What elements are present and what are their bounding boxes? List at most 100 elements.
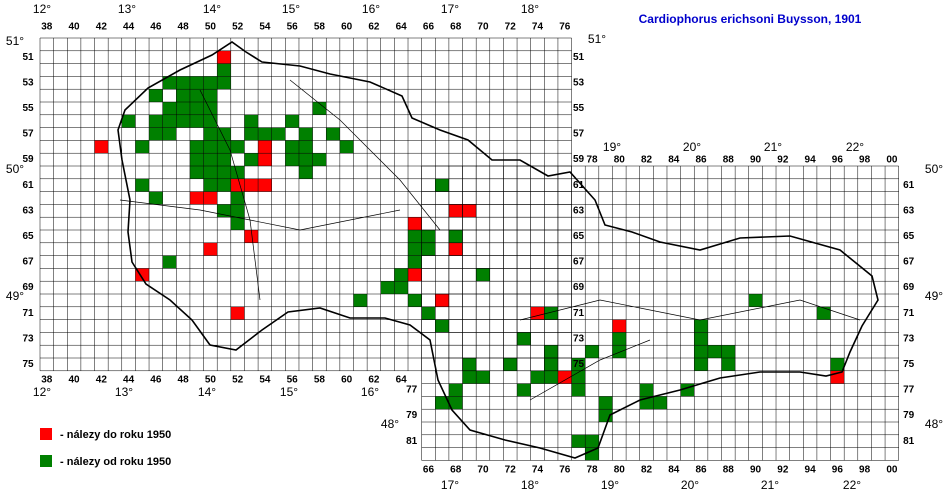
degree-label: 12°	[33, 2, 51, 16]
record-cell	[217, 63, 231, 77]
grid-label: 76	[559, 465, 571, 476]
grid-label: 67	[22, 257, 34, 268]
grid-label: 44	[123, 22, 135, 33]
record-cell	[380, 281, 395, 294]
record-cell	[244, 178, 259, 192]
degree-label: 19°	[603, 140, 621, 154]
record-cell	[448, 204, 463, 218]
record-cell	[339, 140, 354, 154]
grid-label: 75	[903, 359, 915, 370]
record-cell	[258, 153, 272, 166]
degree-label: 22°	[846, 140, 864, 154]
record-cell	[230, 178, 245, 192]
record-cell	[394, 268, 409, 282]
record-cell	[244, 127, 259, 141]
grid-label: 92	[777, 155, 789, 166]
record-cell	[149, 127, 163, 141]
degree-label: 50°	[925, 162, 943, 176]
grid-label: 90	[750, 155, 762, 166]
grid-label: 50	[205, 375, 217, 386]
grid-label: 69	[573, 282, 585, 293]
degree-label: 50°	[6, 162, 24, 176]
record-cell	[721, 358, 736, 371]
degree-label: 16°	[362, 2, 380, 16]
grid-label: 94	[805, 465, 817, 476]
grid-label: 63	[22, 205, 34, 216]
grid-label: 62	[368, 22, 380, 33]
grid-label: 54	[259, 22, 271, 33]
record-cell	[230, 140, 245, 154]
degree-label: 21°	[764, 140, 782, 154]
record-cell	[162, 127, 177, 141]
record-cell	[830, 358, 845, 371]
record-cell	[421, 242, 436, 256]
grid-label: 42	[96, 22, 108, 33]
legend-swatch	[40, 455, 52, 467]
degree-label: 18°	[521, 478, 539, 492]
record-cell	[176, 114, 190, 128]
grid-label: 88	[723, 155, 735, 166]
grid-label: 74	[532, 22, 544, 33]
record-cell	[162, 102, 177, 115]
record-cell	[258, 178, 272, 192]
record-cell	[230, 204, 245, 218]
grid-label: 84	[668, 155, 680, 166]
degree-label: 13°	[115, 385, 133, 399]
record-cell	[598, 396, 613, 410]
grid-label: 98	[859, 155, 871, 166]
region-border	[119, 79, 861, 401]
degree-label: 16°	[361, 385, 379, 399]
degree-label: 17°	[441, 2, 459, 16]
grid-label: 82	[641, 155, 653, 166]
grid-label: 90	[750, 465, 762, 476]
record-cell	[312, 102, 327, 115]
grid-label: 81	[406, 436, 418, 447]
grid-label: 79	[903, 410, 915, 421]
record-cell	[230, 306, 245, 320]
degree-label: 14°	[198, 385, 216, 399]
grid-label: 52	[232, 22, 244, 33]
record-cell	[162, 114, 177, 128]
record-cell	[244, 153, 259, 166]
record-cell	[189, 153, 204, 166]
record-cell	[285, 140, 299, 154]
grid-label: 53	[22, 77, 34, 88]
record-cell	[353, 294, 368, 307]
grid-label: 65	[903, 231, 915, 242]
record-cell	[189, 76, 204, 90]
record-cell	[285, 114, 299, 128]
grid-label: 56	[287, 375, 299, 386]
record-cell	[612, 319, 627, 333]
grid-label: 96	[832, 465, 844, 476]
grid-label: 55	[22, 103, 34, 114]
record-cell	[149, 89, 163, 102]
degree-label: 14°	[203, 2, 221, 16]
record-cell	[203, 89, 218, 102]
record-cell	[448, 230, 463, 243]
grid-label: 80	[614, 465, 626, 476]
grid-label: 55	[573, 103, 585, 114]
degree-label: 51°	[6, 34, 24, 48]
record-cell	[298, 166, 313, 179]
record-cell	[408, 255, 422, 269]
record-cell	[530, 306, 545, 320]
record-cell	[189, 140, 204, 154]
record-cell	[189, 102, 204, 115]
record-cell	[462, 358, 477, 371]
record-cell	[694, 319, 708, 333]
record-cell	[203, 102, 218, 115]
record-cell	[435, 178, 449, 192]
record-cell	[435, 396, 449, 410]
record-cell	[189, 89, 204, 102]
grid-label: 50	[205, 22, 217, 33]
record-cell	[271, 127, 286, 141]
record-cell	[476, 268, 490, 282]
grid-label: 59	[573, 154, 585, 165]
record-cell	[189, 114, 204, 128]
record-cell	[694, 345, 708, 358]
degree-label: 17°	[441, 478, 459, 492]
record-cell	[435, 294, 449, 307]
grid-label: 73	[573, 333, 585, 344]
record-cell	[203, 76, 218, 90]
grid-label: 82	[641, 465, 653, 476]
